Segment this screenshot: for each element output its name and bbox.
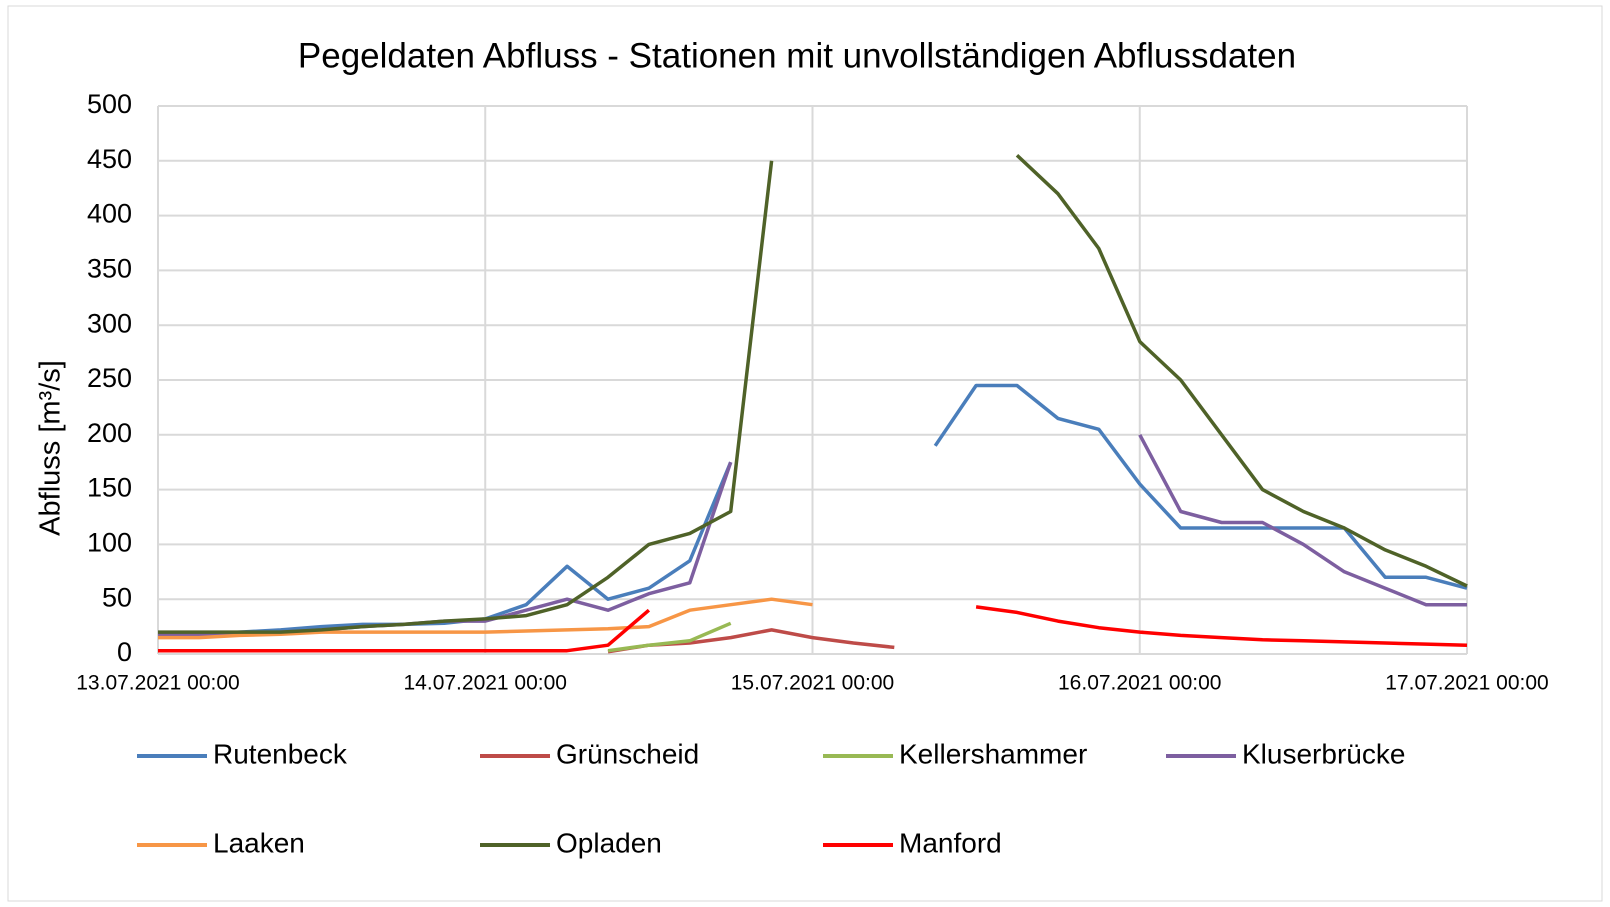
legend-label: Manford	[899, 827, 1002, 858]
y-tick-label: 150	[87, 473, 132, 503]
y-tick-label: 250	[87, 363, 132, 393]
series-line	[158, 154, 1468, 634]
y-tick-label: 450	[87, 144, 132, 174]
y-tick-label: 50	[102, 582, 132, 612]
y-tick-label: 500	[87, 89, 132, 119]
legend-label: Rutenbeck	[213, 738, 348, 769]
y-tick-label: 100	[87, 528, 132, 558]
y-tick-label: 300	[87, 308, 132, 338]
y-tick-label: 350	[87, 254, 132, 284]
series-line	[607, 621, 732, 653]
y-tick-label: 200	[87, 418, 132, 448]
x-tick-label: 17.07.2021 00:00	[1385, 672, 1549, 695]
legend-label: Kluserbrücke	[1242, 738, 1405, 769]
x-tick-label: 15.07.2021 00:00	[731, 672, 895, 695]
y-tick-label: 0	[117, 637, 132, 667]
legend-label: Laaken	[213, 827, 305, 858]
legend-label: Opladen	[556, 827, 662, 858]
chart-title: Pegeldaten Abfluss - Stationen mit unvol…	[298, 36, 1296, 75]
legend-label: Grünscheid	[556, 738, 699, 769]
y-axis-label: Abfluss [m³/s]	[35, 360, 67, 536]
x-tick-label: 14.07.2021 00:00	[404, 672, 568, 695]
x-tick-label: 16.07.2021 00:00	[1058, 672, 1222, 695]
series-line	[158, 597, 813, 640]
x-tick-label: 13.07.2021 00:00	[76, 672, 240, 695]
series-line	[158, 605, 1468, 653]
chart-frame	[7, 5, 1603, 902]
y-tick-label: 400	[87, 199, 132, 229]
legend-label: Kellershammer	[899, 738, 1087, 769]
